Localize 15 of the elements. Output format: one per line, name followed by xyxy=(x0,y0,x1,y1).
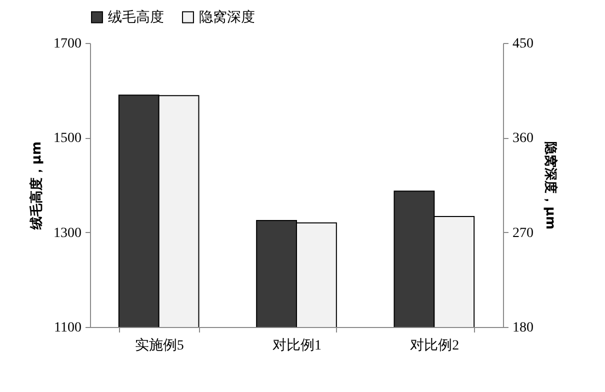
y-tick-label: 1300 xyxy=(54,226,82,241)
y2-tick-label: 270 xyxy=(512,226,534,241)
y2-tick-label: 180 xyxy=(512,320,534,336)
legend-label: 绒毛高度 xyxy=(108,9,164,26)
y-tick-label: 1700 xyxy=(54,36,82,52)
x-tick-label: 对比例1 xyxy=(272,338,322,354)
y2-axis-title: 隐窝深度，μm xyxy=(542,141,558,230)
x-tick-label: 对比例2 xyxy=(410,338,460,354)
legend-label: 隐窝深度 xyxy=(199,9,255,26)
y2-tick-label: 360 xyxy=(512,131,534,146)
y-tick-label: 1500 xyxy=(54,131,82,146)
y-tick-label: 1100 xyxy=(54,320,82,336)
y-axis-title: 绒毛高度，μm xyxy=(28,141,44,231)
y2-tick-label: 450 xyxy=(512,36,534,52)
x-tick-label: 实施例5 xyxy=(134,338,184,354)
